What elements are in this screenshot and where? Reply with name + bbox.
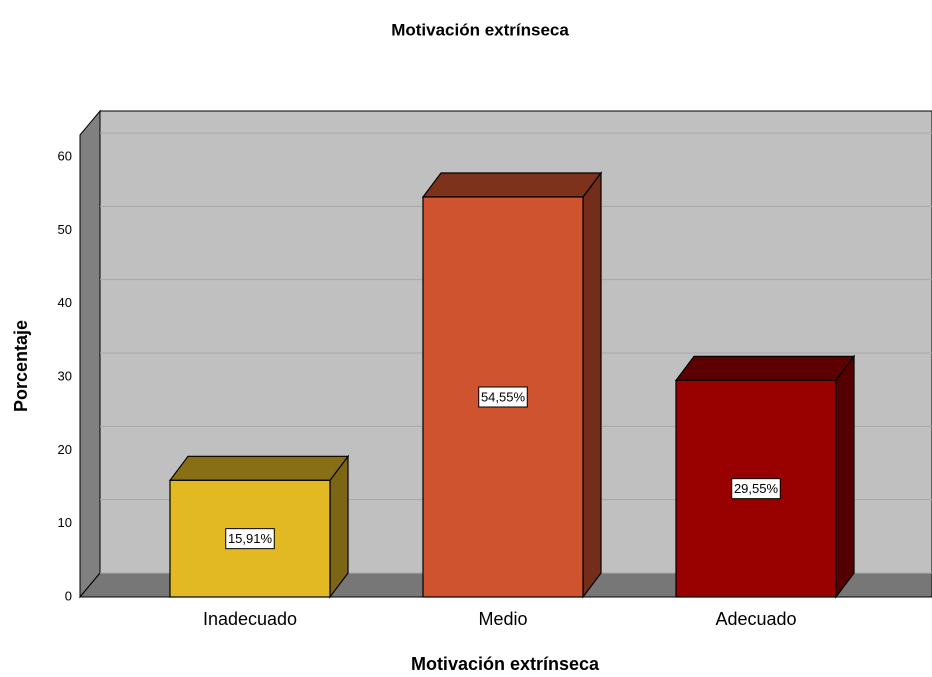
chart-title: Motivación extrínseca xyxy=(391,20,569,39)
bar-top xyxy=(168,455,350,481)
x-tick-label: Adecuado xyxy=(715,609,796,629)
y-tick-label: 30 xyxy=(58,368,72,383)
y-tick-label: 20 xyxy=(58,442,72,457)
value-label: 15,91% xyxy=(228,531,273,546)
bar-side xyxy=(835,354,855,599)
left-wall xyxy=(79,109,101,599)
y-tick-label: 40 xyxy=(58,295,72,310)
x-tick-label: Medio xyxy=(478,609,527,629)
value-label-box xyxy=(731,478,781,500)
bar-top xyxy=(674,355,856,381)
x-axis-label: Motivación extrínseca xyxy=(411,654,600,674)
bar-side xyxy=(582,171,602,599)
y-tick-label: 10 xyxy=(58,515,72,530)
value-label-box xyxy=(478,386,528,408)
y-tick-label: 60 xyxy=(58,148,72,163)
x-tick-label: Inadecuado xyxy=(203,609,297,629)
value-label: 54,55% xyxy=(481,389,526,404)
value-label: 29,55% xyxy=(734,481,779,496)
y-tick-label: 50 xyxy=(58,222,72,237)
y-axis-label: Porcentaje xyxy=(11,320,31,412)
bar-top xyxy=(421,172,603,198)
y-tick-label: 0 xyxy=(65,588,72,603)
value-label-box xyxy=(225,528,275,550)
